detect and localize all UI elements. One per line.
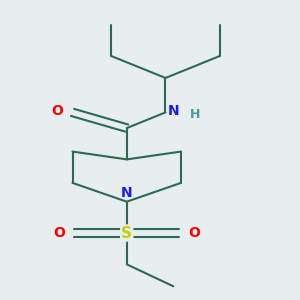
Text: S: S (121, 226, 132, 241)
Text: N: N (167, 104, 179, 118)
Text: H: H (190, 108, 200, 122)
Text: O: O (51, 104, 63, 118)
Text: O: O (189, 226, 201, 240)
Text: O: O (53, 226, 65, 240)
Text: N: N (121, 186, 133, 200)
